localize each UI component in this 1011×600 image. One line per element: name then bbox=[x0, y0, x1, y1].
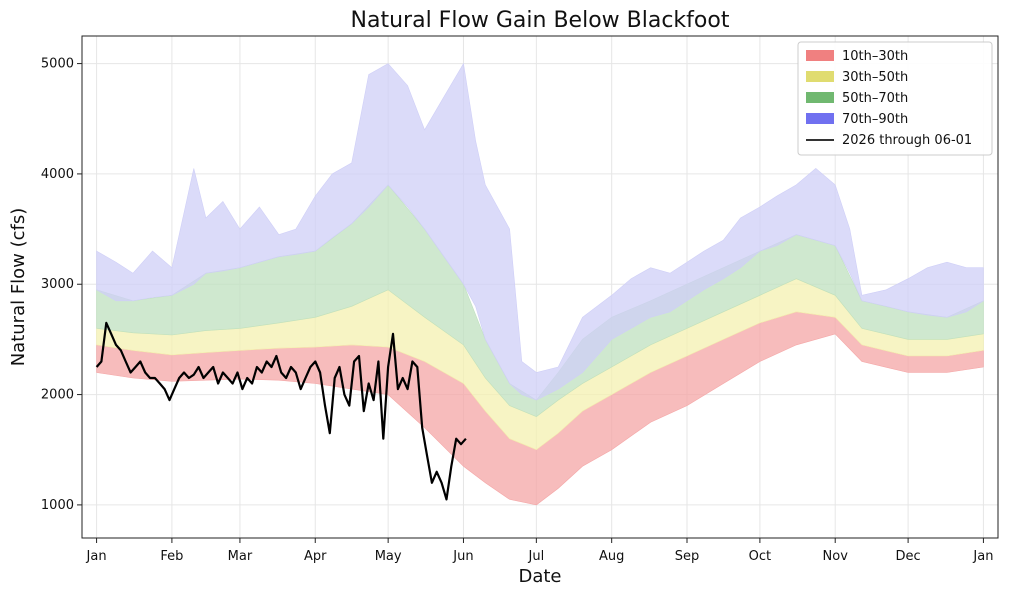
x-axis-ticks: Jan Feb Mar Apr May Jun Jul Aug Sep Oct Nov Dec Jan bbox=[86, 538, 993, 564]
legend-label: 70th–90th bbox=[842, 112, 908, 127]
x-tick-label: Dec bbox=[896, 549, 921, 564]
y-axis-ticks: 1000 2000 3000 4000 5000 bbox=[41, 57, 82, 513]
legend-label: 50th–70th bbox=[842, 91, 908, 106]
y-tick-label: 2000 bbox=[41, 388, 74, 403]
line-layer bbox=[95, 321, 467, 501]
legend-label: 30th–50th bbox=[842, 70, 908, 85]
x-tick-label: Oct bbox=[749, 549, 771, 564]
x-tick-label: Jun bbox=[452, 549, 473, 564]
x-tick-label: Jan bbox=[972, 549, 993, 564]
y-tick-label: 5000 bbox=[41, 57, 74, 72]
chart-title: Natural Flow Gain Below Blackfoot bbox=[351, 8, 730, 33]
y-axis-label: Natural Flow (cfs) bbox=[8, 208, 29, 367]
legend-label: 10th–30th bbox=[842, 49, 908, 64]
legend-label: 2026 through 06-01 bbox=[842, 133, 972, 148]
legend-box bbox=[797, 41, 993, 156]
y-tick-label: 4000 bbox=[41, 167, 74, 182]
x-tick-label: Aug bbox=[599, 549, 624, 564]
band-layer bbox=[96, 62, 984, 506]
y-tick-label: 1000 bbox=[41, 498, 74, 513]
x-tick-label: Jul bbox=[528, 549, 545, 564]
legend: 10th–30th 30th–50th 50th–70th 70th–90th 2026… bbox=[797, 41, 993, 156]
x-tick-label: Apr bbox=[304, 549, 327, 564]
x-tick-label: Nov bbox=[823, 549, 849, 564]
series-line-2026 bbox=[95, 321, 467, 501]
legend-swatch bbox=[806, 92, 834, 103]
legend-swatch bbox=[806, 113, 834, 124]
x-tick-label: Mar bbox=[228, 549, 253, 564]
x-tick-label: Jan bbox=[86, 549, 107, 564]
x-tick-label: Feb bbox=[160, 549, 183, 564]
y-tick-label: 3000 bbox=[41, 277, 74, 292]
legend-swatch bbox=[806, 50, 834, 61]
x-tick-label: Sep bbox=[675, 549, 700, 564]
legend-swatch bbox=[806, 71, 834, 82]
x-axis-label: Date bbox=[518, 566, 561, 587]
band-4 bbox=[96, 62, 984, 401]
x-tick-label: May bbox=[375, 549, 402, 564]
plot-frame bbox=[81, 35, 999, 539]
